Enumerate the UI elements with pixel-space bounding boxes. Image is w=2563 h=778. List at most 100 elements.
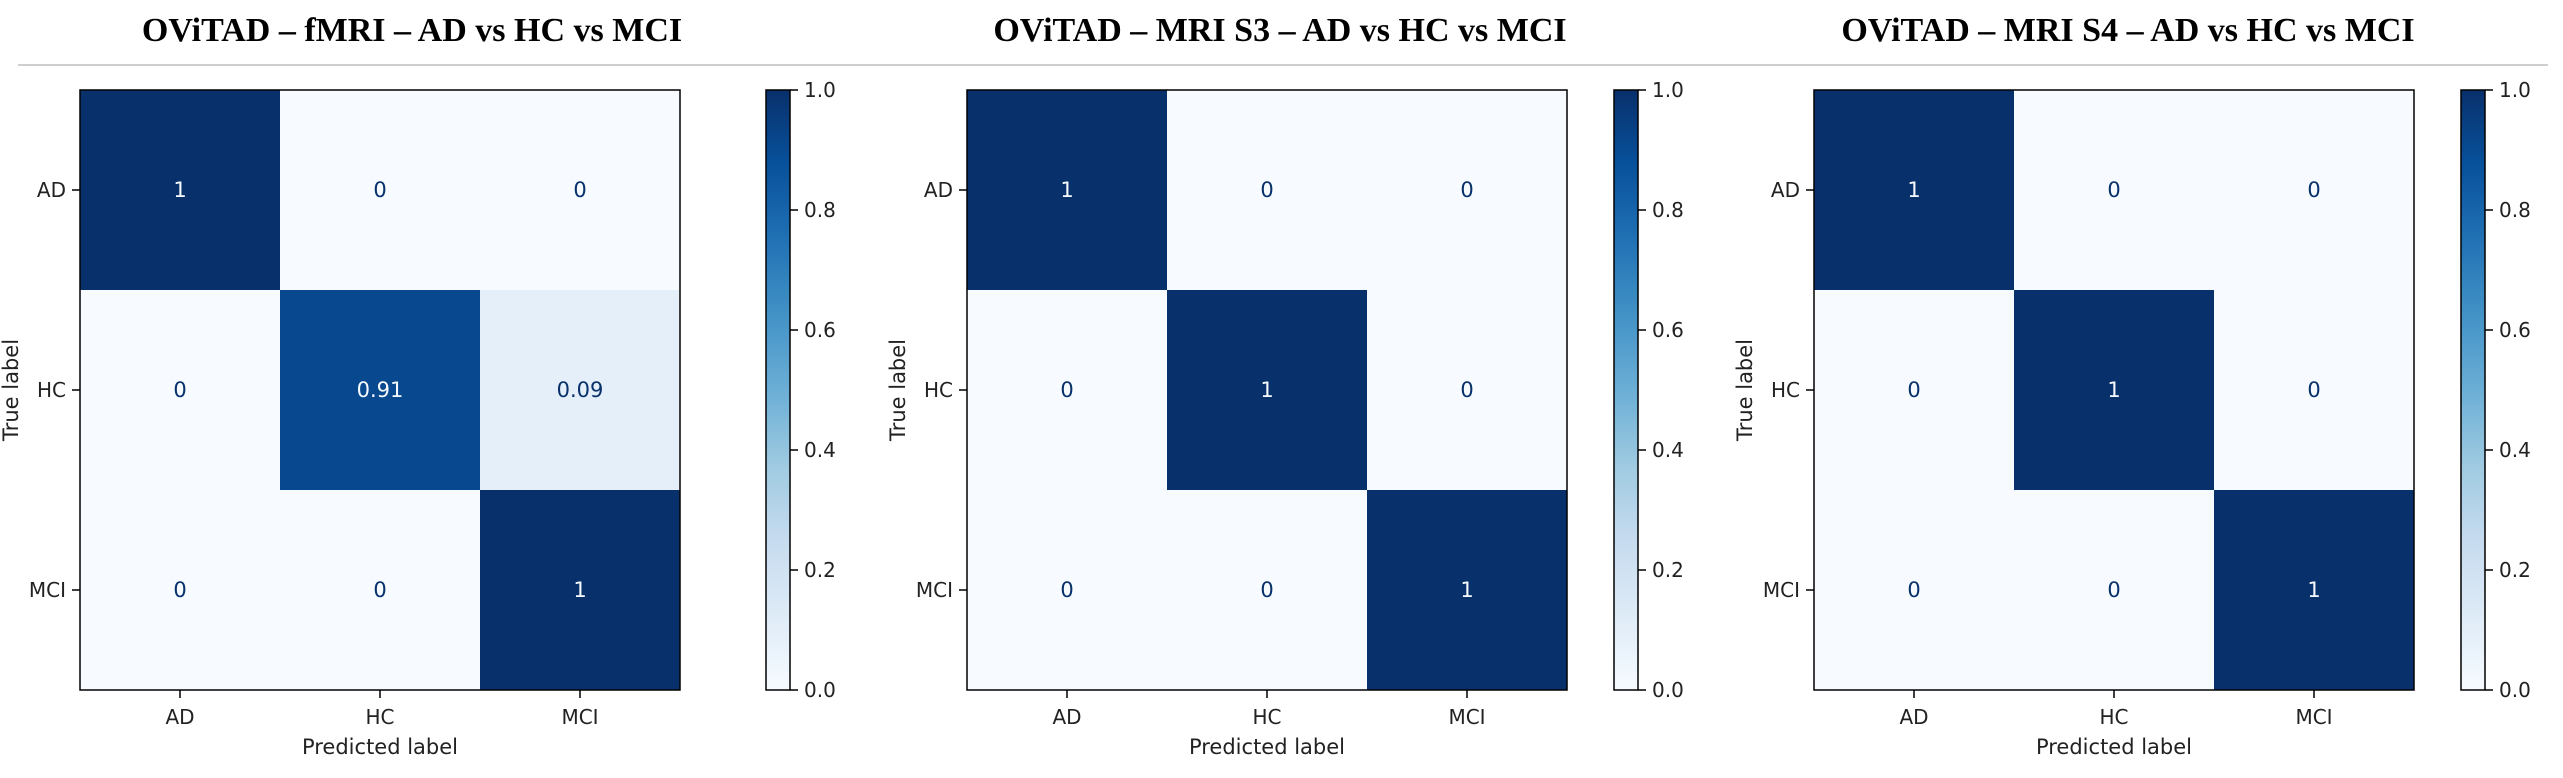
panel-3-colorbar-tick-label-4: 0.8: [2499, 198, 2531, 222]
panel-3-cell-label-r1-c0: 0: [1907, 378, 1920, 402]
panel-1-x-tick-label-0: AD: [165, 705, 194, 729]
panel-1-cell-label-r1-c2: 0.09: [557, 378, 604, 402]
panel-2-cell-label-r2-c2: 1: [1460, 578, 1473, 602]
panel-2-cell-r0-c0: [967, 90, 1167, 290]
panel-3-y-axis-label: True label: [1733, 339, 1757, 442]
panel-3-colorbar-tick-label-1: 0.2: [2499, 558, 2531, 582]
panel-3-x-axis-label: Predicted label: [2036, 735, 2192, 759]
panel-2-cell-r2-c1: [1167, 490, 1367, 690]
panel-1-cell-label-r2-c1: 0: [373, 578, 386, 602]
panel-1-cell-label-r2-c0: 0: [173, 578, 186, 602]
panel-1-cell-label-r1-c0: 0: [173, 378, 186, 402]
panel-1-cell-r0-c0: [80, 90, 280, 290]
panel-1-x-tick-label-2: MCI: [561, 705, 598, 729]
panel-3-cell-label-r1-c1: 1: [2107, 378, 2120, 402]
panel-3-cell-r1-c1: [2014, 290, 2214, 490]
panel-2-cell-label-r0-c1: 0: [1260, 178, 1273, 202]
panel-2-y-tick-label-0: AD: [924, 178, 953, 202]
panel-2-x-tick-label-1: HC: [1252, 705, 1281, 729]
panel-2-cell-label-r1-c1: 1: [1260, 378, 1273, 402]
panel-1-cell-r2-c0: [80, 490, 280, 690]
panel-1-cell-r1-c1: [280, 290, 480, 490]
panel-2-cell-r0-c2: [1367, 90, 1567, 290]
panel-1-x-tick-label-1: HC: [365, 705, 394, 729]
panel-1-cell-r2-c2: [480, 490, 680, 690]
panel-1-colorbar-tick-label-5: 1.0: [804, 78, 836, 102]
panel-3-cell-label-r0-c1: 0: [2107, 178, 2120, 202]
panel-3-cell-label-r2-c2: 1: [2307, 578, 2320, 602]
panel-1-cell-r2-c1: [280, 490, 480, 690]
panel-3-cell-r0-c2: [2214, 90, 2414, 290]
panel-3-x-tick-label-1: HC: [2099, 705, 2128, 729]
panel-2-colorbar: [1613, 89, 1639, 691]
panel-3-y-tick-label-0: AD: [1771, 178, 1800, 202]
panel-2-y-tick-label-1: HC: [924, 378, 953, 402]
panel-1-cell-r1-c2: [480, 290, 680, 490]
title-divider: [18, 64, 2548, 66]
panel-2-colorbar-tick-label-4: 0.8: [1652, 198, 1684, 222]
panel-3-cell-label-r1-c2: 0: [2307, 378, 2320, 402]
panel-1-y-tick-label-0: AD: [37, 178, 66, 202]
panel-3-colorbar-tick-label-3: 0.6: [2499, 318, 2531, 342]
panel-1-y-tick-label-2: MCI: [29, 578, 66, 602]
panel-1-colorbar-tick-label-1: 0.2: [804, 558, 836, 582]
panel-2-y-axis-label: True label: [886, 339, 910, 442]
panel-3-cell-r1-c2: [2214, 290, 2414, 490]
panel-3-colorbar-tick-label-0: 0.0: [2499, 678, 2531, 702]
panel-3-title: OViTAD – MRI S4 – AD vs HC vs MCI: [1841, 12, 2415, 49]
panel-3-y-tick-label-2: MCI: [1763, 578, 1800, 602]
panel-1-x-axis-label: Predicted label: [302, 735, 458, 759]
panel-2-cell-label-r1-c2: 0: [1460, 378, 1473, 402]
panel-3-cell-r0-c1: [2014, 90, 2214, 290]
panel-2-cell-r1-c0: [967, 290, 1167, 490]
panel-1-colorbar-tick-label-4: 0.8: [804, 198, 836, 222]
panel-2-cell-label-r1-c0: 0: [1060, 378, 1073, 402]
panel-2-cell-r1-c2: [1367, 290, 1567, 490]
panel-1-cell-r0-c2: [480, 90, 680, 290]
panel-3-cell-label-r0-c0: 1: [1907, 178, 1920, 202]
panel-2-colorbar-tick-label-1: 0.2: [1652, 558, 1684, 582]
panel-1-y-axis-label: True label: [0, 339, 23, 442]
panel-1-cell-label-r0-c2: 0: [573, 178, 586, 202]
panel-2-colorbar-tick-label-3: 0.6: [1652, 318, 1684, 342]
panel-2-cell-r0-c1: [1167, 90, 1367, 290]
panel-3-cell-r2-c1: [2014, 490, 2214, 690]
panel-1-title: OViTAD – fMRI – AD vs HC vs MCI: [141, 12, 683, 49]
panel-1-cell-r1-c0: [80, 290, 280, 490]
panel-3-cell-r1-c0: [1814, 290, 2014, 490]
panel-3-colorbar-tick-label-5: 1.0: [2499, 78, 2531, 102]
panel-2-x-tick-label-2: MCI: [1448, 705, 1485, 729]
panel-2-colorbar-tick-label-2: 0.4: [1652, 438, 1684, 462]
panel-3-cell-label-r2-c0: 0: [1907, 578, 1920, 602]
panel-1-y-tick-label-1: HC: [37, 378, 66, 402]
panel-2-x-axis-label: Predicted label: [1189, 735, 1345, 759]
panel-2-y-tick-label-2: MCI: [916, 578, 953, 602]
panel-3-x-tick-label-0: AD: [1899, 705, 1928, 729]
panel-2-cell-label-r0-c2: 0: [1460, 178, 1473, 202]
panel-1-cell-label-r2-c2: 1: [573, 578, 586, 602]
panel-2-cell-r2-c0: [967, 490, 1167, 690]
panel-2-cell-r1-c1: [1167, 290, 1367, 490]
panel-1-colorbar: [765, 89, 791, 691]
panel-2-cell-label-r0-c0: 1: [1060, 178, 1073, 202]
panel-1-cell-label-r1-c1: 0.91: [357, 378, 404, 402]
panel-2-cell-label-r2-c1: 0: [1260, 578, 1273, 602]
panel-2-title: OViTAD – MRI S3 – AD vs HC vs MCI: [993, 12, 1567, 49]
panel-3-colorbar: [2460, 89, 2486, 691]
panel-1-colorbar-tick-label-2: 0.4: [804, 438, 836, 462]
panel-2-x-tick-label-0: AD: [1052, 705, 1081, 729]
panel-1-colorbar-tick-label-3: 0.6: [804, 318, 836, 342]
panel-3-y-tick-label-1: HC: [1771, 378, 1800, 402]
panel-3-cell-r2-c0: [1814, 490, 2014, 690]
panel-3-cell-label-r2-c1: 0: [2107, 578, 2120, 602]
panel-1-colorbar-tick-label-0: 0.0: [804, 678, 836, 702]
panel-2-cell-label-r2-c0: 0: [1060, 578, 1073, 602]
panel-3-cell-label-r0-c2: 0: [2307, 178, 2320, 202]
panel-2-colorbar-tick-label-0: 0.0: [1652, 678, 1684, 702]
panel-2-cell-r2-c2: [1367, 490, 1567, 690]
panel-2-colorbar-tick-label-5: 1.0: [1652, 78, 1684, 102]
panel-3-x-tick-label-2: MCI: [2295, 705, 2332, 729]
panel-1-cell-r0-c1: [280, 90, 480, 290]
